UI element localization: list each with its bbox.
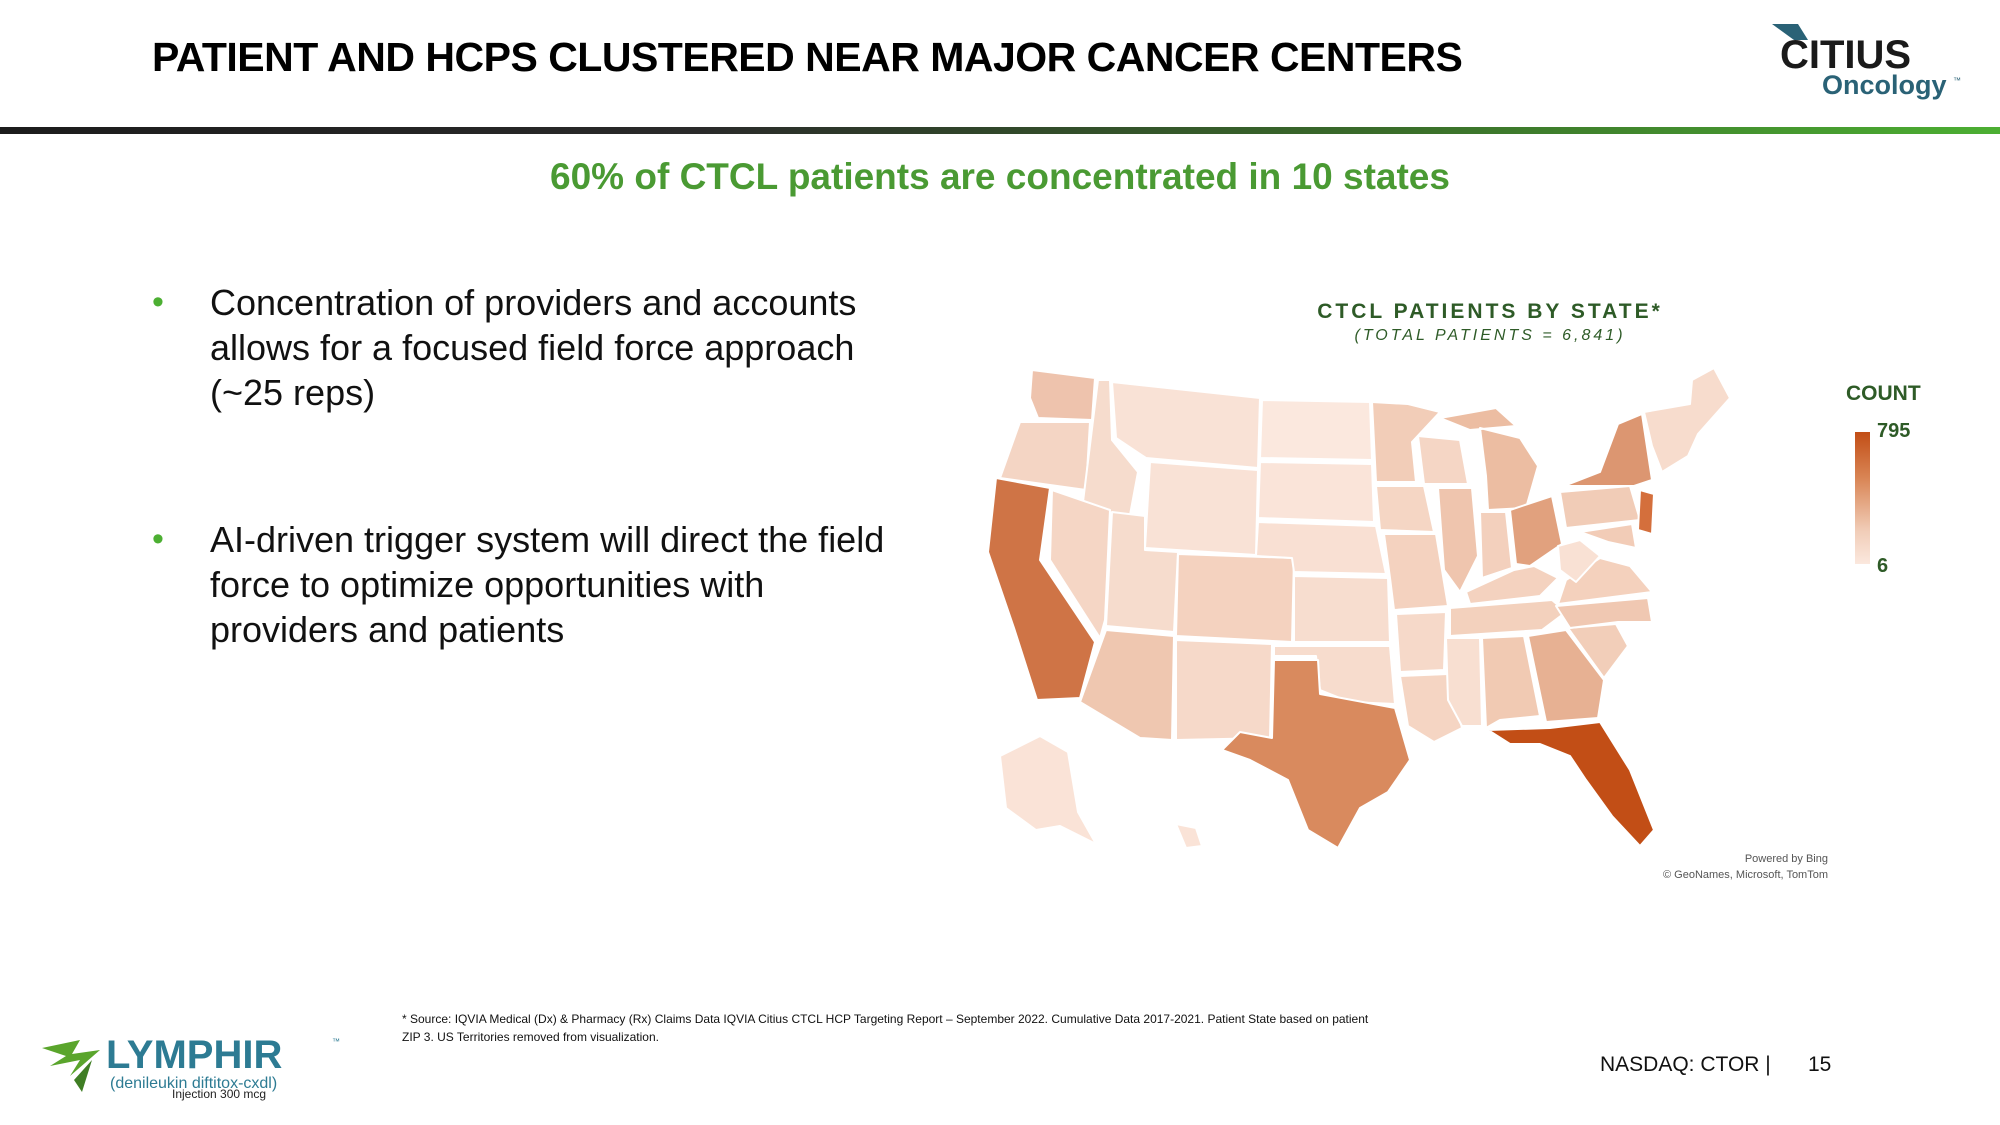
bullet-text: Concentration of providers and accounts … (210, 282, 857, 413)
state-alabama (1481, 635, 1541, 729)
state-kentucky (1465, 565, 1559, 605)
legend-max-value: 795 (1877, 420, 1911, 442)
state-kansas (1293, 575, 1391, 643)
lymphir-arrow-icon (42, 1040, 100, 1076)
bullet-item: • AI-driven trigger system will direct t… (150, 517, 890, 652)
state-montana (1111, 381, 1261, 469)
state-nevada (1049, 489, 1111, 639)
map-title: CTCL PATIENTS BY STATE* (1317, 300, 1663, 323)
state-missouri (1383, 533, 1449, 611)
state-west-virginia (1557, 539, 1601, 583)
page-title: PATIENT AND HCPS CLUSTERED NEAR MAJOR CA… (152, 34, 1463, 80)
legend-min-value: 6 (1877, 555, 1889, 577)
state-north-carolina (1555, 597, 1653, 629)
state-california (987, 477, 1096, 701)
map-attribution-credits: © GeoNames, Microsoft, TomTom (1663, 869, 1828, 881)
state-pennsylvania (1559, 485, 1641, 529)
state-mississippi (1445, 637, 1483, 727)
state-arizona (1079, 629, 1175, 741)
citius-oncology-logo: CITIUS Oncology ™ (1772, 24, 1961, 100)
state-wyoming (1144, 461, 1259, 556)
map-attribution: Powered by Bing © GeoNames, Microsoft, T… (1663, 851, 1828, 883)
lymphir-wordmark: LYMPHIR (106, 1033, 282, 1077)
state-illinois (1437, 487, 1479, 593)
state-hawaii (1175, 823, 1203, 849)
map-attribution-powered: Powered by Bing (1744, 853, 1828, 865)
bullet-item: • Concentration of providers and account… (150, 280, 890, 415)
state-washington (1029, 369, 1096, 421)
lymphir-generic-name: (denileukin diftitox-cxdl) (110, 1075, 277, 1092)
state-florida (1487, 721, 1655, 847)
state-south-carolina (1567, 623, 1629, 679)
state-maryland (1579, 523, 1637, 549)
state-north-dakota (1259, 399, 1373, 461)
state-south-dakota (1257, 461, 1375, 523)
state-texas (1221, 659, 1411, 849)
product-dose: Injection 300 mcg (172, 1087, 267, 1101)
page-number: 15 (1808, 1053, 1832, 1076)
state-new-jersey (1637, 489, 1655, 535)
state-oregon (999, 421, 1091, 491)
legend-color-scale (1855, 432, 1870, 564)
state-tennessee (1449, 599, 1567, 637)
state-utah (1105, 511, 1179, 633)
bullet-dot-icon: • (152, 520, 164, 558)
legend-title: COUNT (1846, 382, 1921, 405)
state-wisconsin (1417, 435, 1469, 485)
bullet-text: AI-driven trigger system will direct the… (210, 519, 885, 650)
state-new-york (1563, 413, 1653, 487)
logo-sub-wordmark: Oncology (1822, 70, 1947, 100)
logo-tm: ™ (1953, 76, 1961, 85)
state-new-england (1643, 367, 1731, 473)
lymphir-logo: LYMPHIR ™ (denileukin diftitox-cxdl) (42, 1033, 340, 1092)
state-arkansas (1395, 611, 1447, 673)
state-iowa (1375, 485, 1435, 533)
map-subtitle: (TOTAL PATIENTS = 6,841) (1354, 327, 1626, 344)
state-louisiana (1399, 673, 1463, 743)
state-colorado (1175, 553, 1295, 643)
state-georgia (1527, 629, 1605, 723)
nasdaq-ticker: NASDAQ: CTOR | (1600, 1053, 1771, 1076)
footnote-line-1: * Source: IQVIA Medical (Dx) & Pharmacy … (402, 1012, 1369, 1026)
state-indiana (1479, 511, 1513, 579)
lymphir-arrow-tail-icon (74, 1060, 92, 1092)
us-choropleth-map (987, 367, 1731, 849)
footnote-line-2: ZIP 3. US Territories removed from visua… (402, 1030, 659, 1044)
state-ohio (1509, 495, 1563, 567)
bullet-dot-icon: • (152, 283, 164, 321)
bullet-list: • Concentration of providers and account… (150, 280, 890, 652)
state-minnesota (1371, 401, 1441, 483)
state-new-mexico (1175, 639, 1273, 741)
lymphir-tm: ™ (332, 1037, 340, 1046)
header-divider-bar (0, 127, 2000, 134)
source-footnote: * Source: IQVIA Medical (Dx) & Pharmacy … (402, 1010, 1482, 1046)
logo-swoosh-icon (1772, 24, 1808, 40)
slide-subtitle: 60% of CTCL patients are concentrated in… (550, 156, 1450, 197)
state-nebraska (1255, 521, 1387, 575)
logo-wordmark: CITIUS (1780, 33, 1911, 77)
state-alaska (999, 735, 1097, 845)
